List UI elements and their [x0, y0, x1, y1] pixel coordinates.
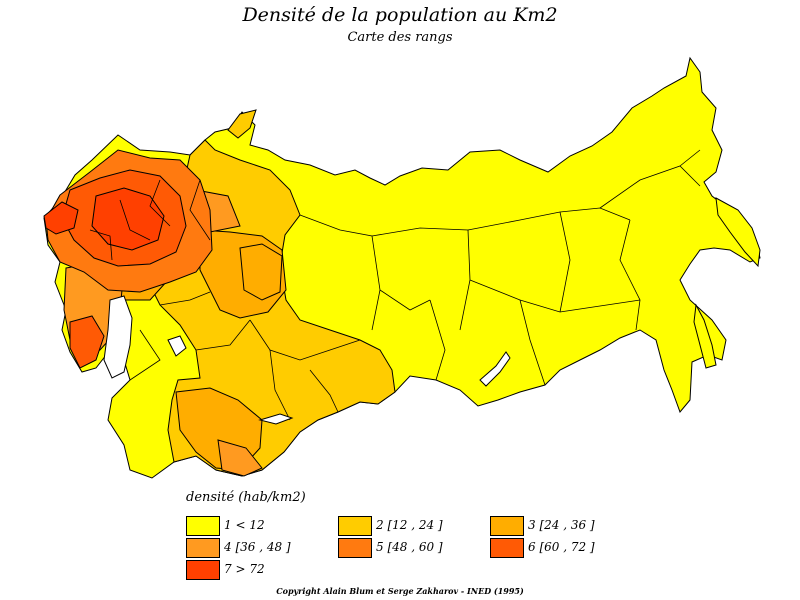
legend-label: 7 > 72 — [224, 562, 265, 576]
lake-balkhash — [258, 413, 294, 425]
legend-label: 5 [48 , 60 ] — [376, 540, 443, 554]
lake-baikal — [479, 351, 511, 387]
region-rank7-baltic — [43, 201, 79, 235]
legend-label: 4 [36 , 48 ] — [224, 540, 291, 554]
legend-swatch — [490, 516, 524, 536]
legend-label: 1 < 12 — [224, 518, 265, 532]
copyright-text: Copyright Alain Blum et Serge Zakharov -… — [276, 586, 524, 596]
aral-sea — [167, 335, 187, 357]
map-title: Densité de la population au Km2 — [242, 4, 558, 26]
region-novaya-zemlya — [227, 109, 257, 139]
legend-swatch — [338, 538, 372, 558]
region-rank4-centralasia — [217, 439, 263, 477]
region-sakhalin — [693, 303, 717, 369]
legend-swatch — [186, 560, 220, 580]
map-subtitle: Carte des rangs — [347, 30, 453, 45]
region-rank3-ural — [239, 243, 283, 301]
legend-swatch — [186, 516, 220, 536]
internal-borders — [89, 149, 701, 421]
region-rank6-caucasus — [69, 315, 105, 369]
legend-swatch — [490, 538, 524, 558]
legend-label: 2 [12 , 24 ] — [376, 518, 443, 532]
legend-swatch — [338, 516, 372, 536]
legend-label: 6 [60 , 72 ] — [528, 540, 595, 554]
caspian-sea — [103, 295, 133, 379]
legend-label: 3 [24 , 36 ] — [528, 518, 595, 532]
legend-title: densité (hab/km2) — [186, 490, 306, 505]
legend-swatch — [186, 538, 220, 558]
region-kamchatka — [715, 197, 761, 268]
